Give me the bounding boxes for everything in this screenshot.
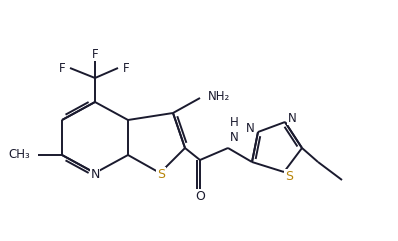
Text: O: O xyxy=(195,189,205,202)
Text: H
N: H N xyxy=(230,116,239,144)
Text: F: F xyxy=(59,61,65,74)
Text: S: S xyxy=(157,167,165,181)
Text: N: N xyxy=(288,112,297,125)
Text: CH₃: CH₃ xyxy=(8,148,30,161)
Text: F: F xyxy=(123,61,130,74)
Text: N: N xyxy=(246,121,255,134)
Text: F: F xyxy=(92,47,98,60)
Text: NH₂: NH₂ xyxy=(208,89,230,102)
Text: S: S xyxy=(285,169,293,182)
Text: N: N xyxy=(90,167,100,181)
